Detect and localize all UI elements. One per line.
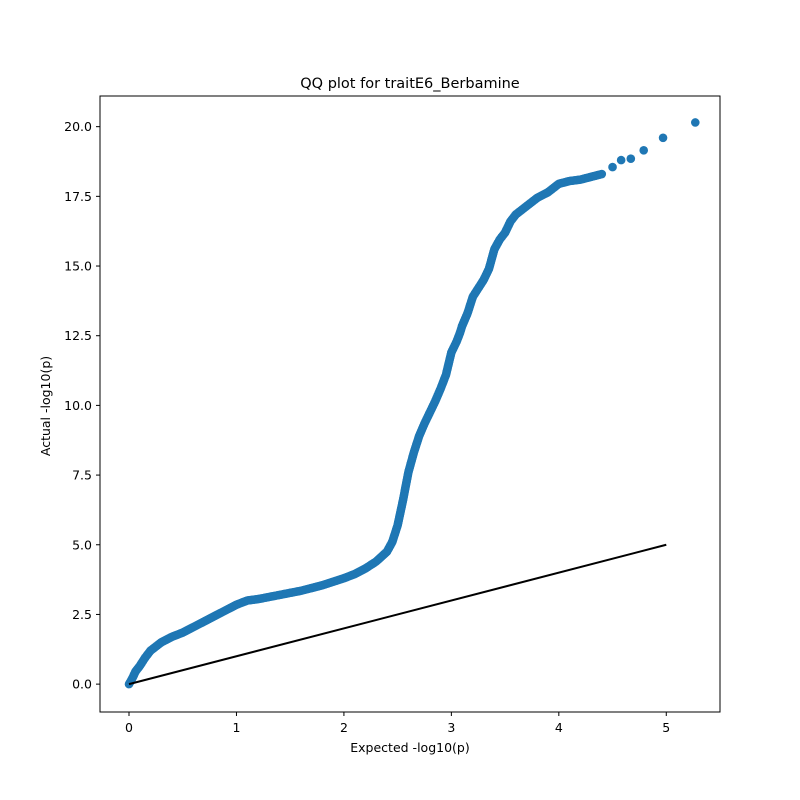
x-tick-label: 3 (447, 720, 455, 735)
x-axis-label: Expected -log10(p) (350, 740, 469, 755)
x-tick-label: 1 (232, 720, 240, 735)
y-tick-label: 12.5 (64, 328, 92, 343)
qq-point (658, 133, 668, 143)
qq-point (639, 146, 649, 155)
x-tick-label: 4 (555, 720, 563, 735)
qq-point (608, 162, 617, 172)
qq-point (597, 169, 607, 179)
y-tick-label: 2.5 (72, 607, 92, 622)
axes: 0 1 2 3 4 5 0.0 2.5 5.0 7.5 10.0 12.5 15.0 17.5 20.0 (64, 95, 721, 735)
plot-area (124, 118, 700, 689)
qq-point (690, 118, 700, 127)
chart-title: QQ plot for traitE6_Berbamine (300, 76, 520, 92)
y-tick-label: 15.0 (64, 259, 92, 274)
y-tick-label: 5.0 (72, 537, 92, 552)
plot-frame (99, 95, 721, 713)
reference-line (128, 543, 667, 686)
y-tick-label: 0.0 (72, 677, 92, 692)
y-tick-label: 20.0 (64, 119, 92, 134)
y-tick-label: 17.5 (64, 189, 92, 204)
qq-point (626, 154, 636, 164)
y-tick-label: 7.5 (72, 468, 92, 483)
qq-point (616, 155, 626, 165)
x-tick-label: 2 (340, 720, 348, 735)
y-tick-label: 10.0 (64, 398, 92, 413)
x-tick-label: 5 (662, 720, 670, 735)
y-axis-label: Actual -log10(p) (38, 356, 53, 456)
x-tick-label: 0 (125, 720, 133, 735)
